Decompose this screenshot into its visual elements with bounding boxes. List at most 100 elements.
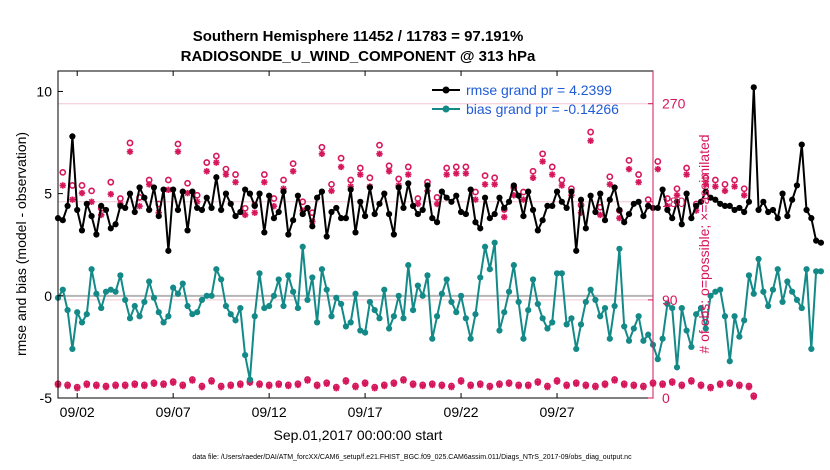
bias-point bbox=[309, 274, 316, 281]
bias-point bbox=[697, 304, 705, 312]
rmse-point bbox=[218, 206, 225, 214]
rmse-point bbox=[385, 210, 393, 218]
obs-assimilated-point bbox=[429, 381, 436, 389]
rmse-point bbox=[424, 182, 431, 189]
rmse-point bbox=[122, 204, 129, 212]
rmse-point bbox=[510, 182, 517, 189]
obs-assimilated-point bbox=[433, 200, 441, 208]
obs-possible-point bbox=[270, 195, 278, 202]
obs-assimilated-stroke bbox=[491, 181, 498, 188]
obs-assimilated-stroke bbox=[127, 148, 133, 155]
obs-assimilated-point bbox=[83, 381, 90, 389]
bias-point bbox=[798, 304, 805, 312]
obs-assimilated-point bbox=[673, 192, 681, 199]
obs-possible-point bbox=[472, 188, 479, 196]
obs-possible-point bbox=[529, 167, 537, 175]
bias-point bbox=[357, 327, 364, 334]
obs-assimilated-stroke bbox=[573, 380, 580, 387]
rmse-point bbox=[338, 215, 345, 222]
obs-possible-point bbox=[68, 182, 76, 189]
obs-assimilated-stroke bbox=[563, 383, 570, 389]
obs-assimilated-point bbox=[457, 378, 465, 385]
bias-point bbox=[150, 294, 158, 301]
bias-point bbox=[126, 315, 134, 322]
rmse-point bbox=[726, 202, 733, 209]
rmse-point bbox=[83, 200, 90, 207]
rmse-point bbox=[779, 190, 786, 197]
rmse-point bbox=[126, 190, 134, 197]
bias-point bbox=[659, 335, 666, 342]
obs-assimilated-stroke bbox=[534, 379, 541, 386]
obs-assimilated-point bbox=[169, 379, 177, 386]
obs-assimilated-point bbox=[486, 383, 494, 391]
obs-assimilated-point bbox=[357, 171, 364, 178]
bias-point bbox=[525, 307, 532, 314]
y-tick-label: 5 bbox=[44, 186, 52, 202]
bias-point bbox=[242, 351, 249, 359]
obs-assimilated-stroke bbox=[429, 382, 436, 388]
rmse-point bbox=[299, 210, 306, 218]
bias-point bbox=[198, 296, 206, 303]
chart-subtitle: RADIOSONDE_U_WIND_COMPONENT @ 313 hPa bbox=[181, 48, 536, 65]
bias-point bbox=[467, 335, 474, 342]
obs-assimilated-point bbox=[668, 379, 676, 386]
rmse-point bbox=[640, 213, 647, 220]
bias-point bbox=[621, 323, 628, 330]
y2-tick-label: 90 bbox=[662, 292, 678, 308]
obs-assimilated-stroke bbox=[203, 168, 210, 175]
bias-point bbox=[381, 286, 388, 293]
obs-assimilated-stroke bbox=[554, 378, 560, 385]
obs-assimilated-point bbox=[697, 382, 705, 390]
obs-assimilated-stroke bbox=[376, 150, 383, 157]
obs-assimilated-point bbox=[328, 187, 335, 195]
rmse-point bbox=[817, 239, 825, 246]
obs-assimilated-stroke bbox=[285, 383, 292, 389]
bias-point bbox=[155, 309, 162, 316]
rmse-point bbox=[309, 223, 316, 230]
bias-point bbox=[64, 307, 71, 314]
rmse-point bbox=[798, 141, 805, 148]
bias-point bbox=[673, 364, 681, 371]
obs-possible-point bbox=[462, 163, 470, 171]
obs-assimilated-point bbox=[515, 382, 522, 390]
rmse-point bbox=[419, 206, 426, 214]
bias-point bbox=[635, 313, 642, 320]
bias-point bbox=[582, 298, 589, 306]
obs-possible-point bbox=[366, 174, 374, 182]
rmse-point bbox=[481, 194, 489, 201]
obs-assimilated-stroke bbox=[343, 378, 349, 385]
rmse-point bbox=[275, 208, 282, 216]
obs-assimilated-stroke bbox=[333, 385, 340, 392]
rmse-point bbox=[198, 206, 206, 214]
obs-possible-point bbox=[606, 173, 614, 181]
rmse-point bbox=[520, 213, 527, 220]
bias-point bbox=[194, 309, 201, 316]
bias-point bbox=[78, 319, 86, 326]
obs-possible-point bbox=[414, 195, 422, 202]
obs-assimilated-stroke bbox=[323, 380, 330, 387]
bias-point bbox=[179, 280, 186, 287]
obs-possible-point bbox=[711, 176, 719, 184]
obs-assimilated-stroke bbox=[83, 382, 90, 388]
rmse-point bbox=[285, 231, 292, 238]
obs-possible-point bbox=[212, 152, 220, 160]
bias-point bbox=[784, 278, 791, 285]
bias-point bbox=[69, 345, 76, 353]
rmse-point bbox=[93, 231, 100, 238]
bias-point bbox=[323, 286, 330, 293]
rmse-point bbox=[395, 184, 402, 191]
obs-assimilated-point bbox=[467, 382, 474, 390]
obs-assimilated-point bbox=[721, 187, 729, 195]
bias-point bbox=[707, 292, 714, 299]
bias-point bbox=[438, 290, 445, 297]
obs-assimilated-stroke bbox=[371, 385, 378, 392]
obs-assimilated-stroke bbox=[112, 383, 119, 389]
rmse-point bbox=[357, 198, 364, 205]
obs-possible-point bbox=[164, 176, 172, 184]
bias-point bbox=[755, 255, 762, 263]
rmse-point bbox=[529, 206, 537, 214]
bias-point bbox=[726, 358, 733, 365]
rmse-point bbox=[232, 213, 239, 220]
obs-assimilated-point bbox=[337, 163, 345, 171]
bias-point bbox=[117, 272, 124, 279]
